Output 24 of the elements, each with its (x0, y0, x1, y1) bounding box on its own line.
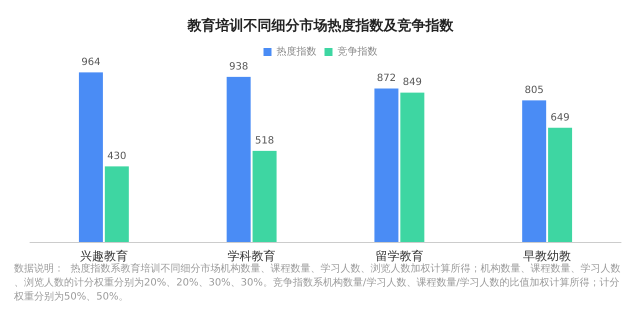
bar (252, 150, 277, 242)
legend-label: 热度指数 (276, 46, 316, 58)
bar (104, 166, 129, 242)
data-label: 518 (255, 135, 274, 146)
bar (78, 72, 103, 242)
x-tick-label: 兴趣教育 (80, 249, 128, 263)
bar (522, 100, 546, 242)
data-label: 938 (229, 61, 248, 72)
text: 数据说明： 热度指数系教育培训不同细分市场机构数量、课程数量、学习人数、浏览人数加权计算所得；机构数量、课程数量、学习人数、浏览人数的计分权重分别为20%、20%、30%、30%。竞争指数系机构数量/学习人数、课程数量/学习人数的比值加权计算所得；计分权重分别为50%、50%。 (13, 262, 620, 302)
data-label: 964 (81, 56, 100, 68)
bar (226, 76, 251, 242)
x-tick-label: 留学教育 (375, 249, 424, 263)
data-label: 849 (402, 77, 422, 88)
x-tick-label: 学科教育 (228, 249, 276, 263)
legend-label: 竞争指数 (338, 46, 378, 58)
x-tick-label: 早教幼教 (523, 249, 572, 263)
data-label: 649 (550, 112, 570, 124)
bar (374, 88, 398, 242)
data-label: 805 (524, 84, 544, 96)
bar (400, 92, 424, 242)
chart-title: 教育培训不同细分市场热度指数及竞争指数 (186, 17, 454, 34)
data-label: 430 (107, 150, 126, 162)
bar (548, 128, 572, 242)
data-label: 872 (376, 73, 396, 84)
